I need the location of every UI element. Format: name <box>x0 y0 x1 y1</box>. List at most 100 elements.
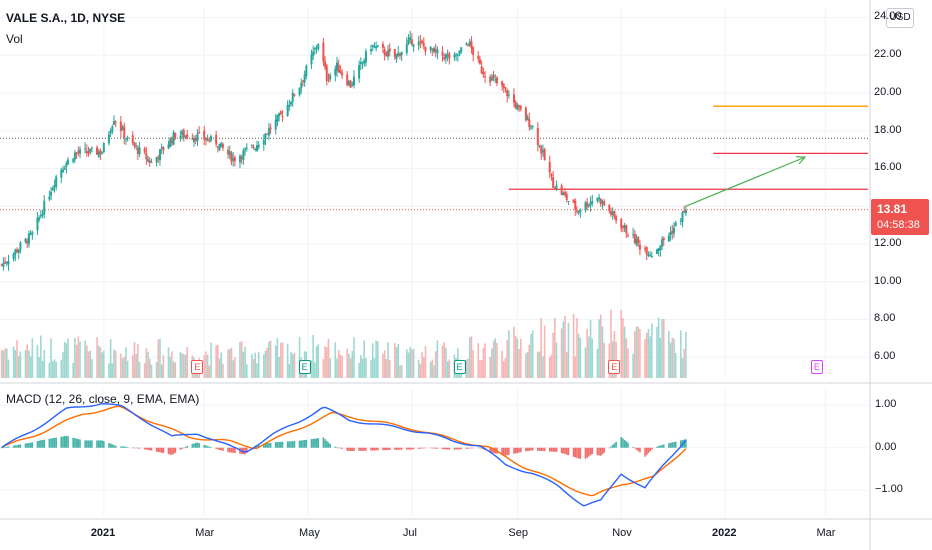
candle-body <box>325 65 328 81</box>
earnings-marker-icon[interactable]: E <box>191 360 204 374</box>
macd-histogram-bar <box>625 441 628 448</box>
macd-histogram-bar <box>358 447 360 451</box>
candle-body <box>186 134 189 139</box>
macd-histogram-bar <box>281 441 284 448</box>
candle-body <box>587 204 590 206</box>
candle-body <box>596 198 599 201</box>
candle-body <box>446 54 449 57</box>
volume-bar <box>502 361 505 378</box>
time-tick-label: Mar <box>816 527 836 539</box>
volume-bar <box>513 326 515 378</box>
horizontal-levels[interactable] <box>0 105 868 211</box>
macd-histogram-bar <box>314 438 316 448</box>
volume-bar <box>324 346 326 378</box>
candle-body <box>300 82 303 89</box>
volume-bar <box>501 350 503 378</box>
macd-histogram-bar <box>184 446 187 448</box>
volume-legend-label[interactable]: Vol <box>6 32 23 46</box>
candle-body <box>623 225 626 229</box>
volume-bar <box>651 323 653 378</box>
candle-body <box>519 105 522 110</box>
candle-body <box>193 138 196 143</box>
candle-body <box>327 79 330 81</box>
earnings-marker-icon[interactable]: E <box>453 360 466 374</box>
candle-body <box>172 132 175 145</box>
candle-body <box>124 138 127 140</box>
candle-body <box>400 51 403 56</box>
macd-histogram-bar <box>169 447 171 455</box>
macd-histogram-bar <box>133 447 136 449</box>
candle-body <box>230 153 233 162</box>
candle-body <box>567 201 570 203</box>
earnings-marker-icon[interactable]: E <box>298 360 311 374</box>
macd-histogram-bar <box>40 440 42 448</box>
volume-bar <box>67 338 69 378</box>
volume-bar <box>145 348 148 378</box>
macd-histogram-bar <box>234 447 236 454</box>
candle-body <box>194 138 197 141</box>
candle-body <box>407 39 410 44</box>
candle-body <box>448 53 451 59</box>
macd-histogram-bar <box>4 447 6 448</box>
candle-body <box>335 62 338 71</box>
macd-histogram-bar <box>193 443 195 448</box>
earnings-marker-icon[interactable]: E <box>608 360 621 374</box>
candle-body <box>572 199 575 203</box>
symbol-title[interactable]: VALE S.A., 1D, NYSE <box>6 11 126 25</box>
macd-histogram-bar <box>51 438 54 448</box>
volume-bar <box>482 348 485 378</box>
volume-bar <box>395 347 398 378</box>
macd-histogram-bar <box>377 447 379 451</box>
candle-body <box>480 66 483 74</box>
time-tick-label: 2021 <box>90 527 116 539</box>
volume-bar <box>370 359 372 378</box>
candle-body <box>637 237 640 243</box>
candle-body <box>77 151 80 154</box>
macd-legend-label[interactable]: MACD (12, 26, close, 9, EMA, EMA) <box>6 392 200 406</box>
macd-histogram-bar <box>525 447 527 452</box>
volume-bar <box>375 340 377 378</box>
volume-bar <box>659 338 662 378</box>
candle-body <box>361 62 364 64</box>
candle-body <box>683 210 686 213</box>
macd-histogram-bar <box>504 447 507 456</box>
macd-histogram-bar <box>657 446 660 448</box>
earnings-marker-icon[interactable]: E <box>810 360 823 374</box>
macd-histogram-bar <box>453 447 456 450</box>
volume-bar <box>477 343 480 378</box>
macd-histogram-bar <box>588 447 590 457</box>
macd-histogram-bar <box>419 447 422 449</box>
macd-histogram-bar <box>441 447 444 450</box>
volume-bar <box>555 342 558 378</box>
macd-histogram-bar <box>120 446 122 448</box>
volume-bar <box>264 350 267 378</box>
macd-histogram-bar <box>543 447 546 452</box>
volume-bar <box>181 353 183 378</box>
candle-body <box>41 214 44 216</box>
macd-histogram-bar <box>448 447 451 450</box>
volume-bar <box>242 351 245 378</box>
trend-arrow[interactable] <box>685 156 807 207</box>
macd-histogram-bar <box>65 435 68 448</box>
candle-body <box>417 42 420 46</box>
currency-badge[interactable]: USD <box>886 8 914 28</box>
candle-body <box>305 65 308 76</box>
volume-bar <box>542 356 544 378</box>
candle-body <box>441 51 444 56</box>
volume-bar <box>24 350 27 378</box>
macd-histogram-bar <box>399 447 401 450</box>
volume-bar <box>484 343 486 378</box>
macd-histogram-bar <box>656 446 658 448</box>
volume-bar <box>280 342 282 378</box>
macd-tick-label: 1.00 <box>875 398 897 411</box>
price-tick-label: 16.00 <box>874 161 902 174</box>
candle-body <box>586 202 589 208</box>
volume-bar <box>387 342 389 378</box>
macd-histogram-bar <box>126 446 129 448</box>
macd-histogram-bar <box>526 447 529 452</box>
volume-bar <box>446 361 449 378</box>
candle-body <box>181 131 184 135</box>
candle-body <box>281 115 284 117</box>
